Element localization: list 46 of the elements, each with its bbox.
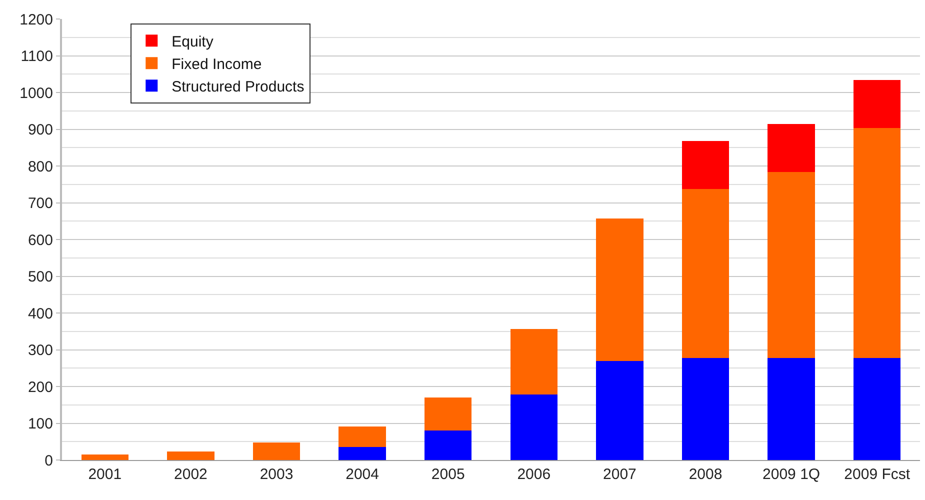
y-tick-label: 1100 xyxy=(20,48,53,65)
bar xyxy=(768,172,815,358)
x-tick-label: 2005 xyxy=(431,466,465,483)
bar xyxy=(81,454,128,460)
bar xyxy=(596,218,644,361)
y-tick-label: 300 xyxy=(28,342,53,359)
x-tick-label: 2002 xyxy=(174,466,208,483)
bar xyxy=(768,124,815,172)
y-tick-label: 200 xyxy=(28,378,53,396)
x-tick-label: 2009 Fcst xyxy=(844,466,911,483)
bar xyxy=(167,452,214,460)
legend-label: Equity xyxy=(172,34,214,51)
bar xyxy=(682,141,730,190)
bar xyxy=(596,360,644,460)
x-tick-label: 2001 xyxy=(88,466,122,483)
legend-label: Fixed Income xyxy=(172,56,262,74)
bar xyxy=(424,430,472,460)
legend-label: Structured Products xyxy=(172,78,304,96)
x-tick-label: 2007 xyxy=(603,466,636,483)
y-tick-label: 800 xyxy=(28,158,53,176)
y-tick-label: 700 xyxy=(28,195,53,212)
bar xyxy=(682,189,730,358)
x-tick-label: 2009 1Q xyxy=(762,466,820,483)
bar xyxy=(682,358,730,460)
bar xyxy=(338,446,386,460)
bar xyxy=(252,442,300,460)
x-tick-label: 2003 xyxy=(260,466,294,483)
y-tick-label: 600 xyxy=(28,232,53,249)
y-tick-label: 400 xyxy=(28,305,53,322)
x-tick-label: 2006 xyxy=(517,466,551,483)
bar xyxy=(510,328,558,395)
x-tick-label: 2004 xyxy=(346,466,379,483)
bar xyxy=(768,358,815,460)
bar xyxy=(854,128,901,358)
x-tick-label: 2008 xyxy=(688,466,722,483)
bar xyxy=(424,398,472,431)
bar xyxy=(338,426,386,447)
y-tick-label: 100 xyxy=(28,416,53,432)
y-tick-label: 900 xyxy=(28,122,53,138)
bar xyxy=(510,394,558,460)
y-tick-label: 1200 xyxy=(20,11,53,28)
bar xyxy=(854,358,901,460)
y-tick-label: 1000 xyxy=(20,84,53,102)
bar xyxy=(854,80,901,128)
y-tick-label: 500 xyxy=(28,268,53,286)
y-tick-label: 0 xyxy=(44,452,53,470)
